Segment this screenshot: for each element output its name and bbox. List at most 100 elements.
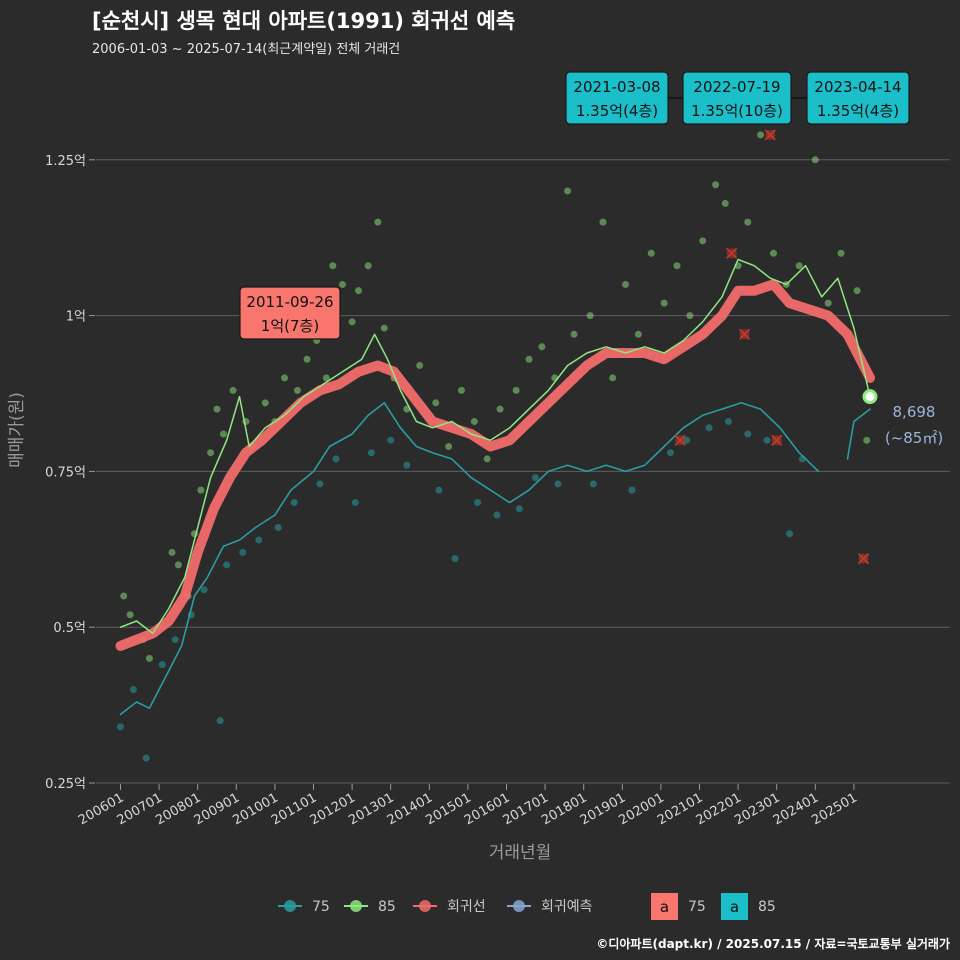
scatter-85-point-6 [174,561,182,569]
annotation-1: 2021-03-08 1.35억(4층) [565,71,669,125]
last-value-label: 8,698 [893,403,936,421]
scatter-85-point-53 [686,312,694,320]
scatter-75-point-30 [705,424,713,432]
scatter-85-point-18 [281,374,289,382]
scatter-85-point-36 [470,418,478,426]
scatter-85-point-22 [322,374,330,382]
annotation-date-3: 2023-04-14 [814,78,901,96]
scatter-85-point-10 [207,449,215,457]
scatter-85-point-24 [338,280,346,288]
legend-item-85: 85 [344,899,396,915]
scatter-85-point-20 [303,355,311,363]
series-line-reg [115,279,875,651]
annotation-labels: 2011-09-26 1억(7층) 2021-03-08 1.35억(4층) 2022-… [239,71,910,340]
annotation-text-3: 1.35억(4층) [817,102,899,120]
legend-label-85: 85 [378,899,396,915]
chart-title: [순천시] 생목 현대 아파트(1991) 회귀선 예측 [92,9,515,33]
scatter-85-point-52 [673,262,681,270]
credit-text: ©디아파트(dapt.kr) / 2025.07.15 / 자료=국토교통부 실… [596,936,950,951]
scatter-75-point-3 [158,661,166,669]
scatter-85-point-34 [445,442,453,450]
scatter-85-point-47 [609,374,617,382]
scatter-85-point-29 [380,324,388,332]
scatter-75-point-25 [554,480,562,488]
scatter-85-point-35 [457,386,465,394]
scatter-85-point-32 [416,361,424,369]
scatter-75-point-10 [255,536,263,544]
scatter-85-point-45 [586,312,594,320]
scatter-85-point-12 [219,430,227,438]
last-point-marker [862,389,878,405]
scatter-85-point-0 [120,592,128,600]
annotation-0: 2011-09-26 1억(7층) [239,286,341,340]
scatter-75-point-1 [129,686,137,694]
y-axis-ticks: 0.25억 0.5억 0.75억 1억 1.25억 [45,154,95,792]
scatter-75-point-27 [628,486,636,494]
scatter-85-point-25 [348,318,356,326]
legend-label-reg: 회귀선 [447,899,486,915]
legend-box-1: a 85 [721,893,776,920]
scatter-85-point-13 [229,386,237,394]
legend-box-letter-0: a [660,898,669,916]
scatter-75-point-23 [515,505,523,513]
annotation-date-2: 2022-07-19 [693,78,780,96]
scatter-85-point-28 [374,218,382,226]
annotation-text-0: 1억(7층) [261,317,319,335]
legend-item-reg: 회귀선 [413,899,486,915]
scatter-85-point-40 [525,355,533,363]
scatter-85-point-63 [811,156,819,164]
series-line-75 [119,402,820,716]
legend-box-label-1: 85 [758,899,776,915]
legend-item-75: 75 [278,899,330,915]
scatter-85-point-54 [699,237,707,245]
scatter-85-point-62 [795,262,803,270]
scatter-85-point-43 [564,187,572,195]
scatter-75-point-34 [786,530,794,538]
scatter-75-point-20 [451,555,459,563]
scatter-75-point-7 [216,717,224,725]
scatter-85-point-65 [837,249,845,257]
scatter-75-point-12 [290,499,298,507]
y-tick-label-2: 0.75억 [45,465,86,480]
legend-label-fc: 회귀예측 [541,899,593,915]
scatter-75-point-2 [142,754,150,762]
scatter-85-point-1 [126,611,134,619]
last-area-label: (~85㎡) [885,429,943,447]
scatter-points [117,131,871,762]
scatter-75-point-19 [435,486,443,494]
scatter-75-point-22 [493,511,501,519]
scatter-75-point-8 [223,561,231,569]
scatter-75-point-31 [724,418,732,426]
cross-mark-0 [674,434,686,446]
scatter-75-point-14 [332,455,340,463]
scatter-85-point-26 [355,287,363,295]
legend-item-fc: 회귀예측 [507,899,593,915]
y-tick-label-0: 0.25억 [45,777,86,792]
scatter-85-point-41 [538,343,546,351]
scatter-85-point-27 [364,262,372,270]
scatter-85-point-19 [293,386,301,394]
scatter-85-point-46 [599,218,607,226]
scatter-75-point-9 [239,548,247,556]
scatter-75-point-6 [200,586,208,594]
scatter-85-point-37 [483,455,491,463]
scatter-85-point-33 [432,399,440,407]
cross-mark-3 [764,129,776,141]
y-tick-label-1: 0.5억 [53,621,86,636]
scatter-75-point-21 [474,499,482,507]
scatter-85-point-3 [145,654,153,662]
y-tick-label-3: 1억 [66,310,86,325]
scatter-75-point-33 [763,436,771,444]
cross-mark-2 [738,328,751,340]
legend-label-75: 75 [312,899,330,915]
scatter-85-point-38 [496,405,504,413]
x-axis-label: 거래년월 [489,843,552,863]
annotation-2: 2022-07-19 1.35억(10층) [682,71,792,125]
scatter-85-point-39 [512,386,520,394]
scatter-75-point-32 [744,430,752,438]
scatter-85-point-11 [213,405,221,413]
scatter-75-point-26 [589,480,597,488]
scatter-85-point-67 [863,436,871,444]
scatter-75-point-13 [316,480,324,488]
